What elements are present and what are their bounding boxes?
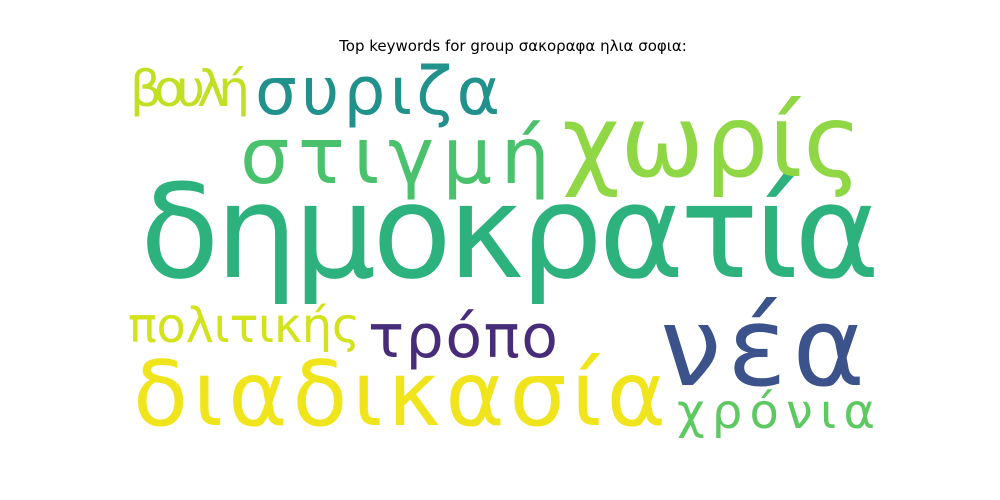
- word-3: χωρίς: [562, 83, 862, 200]
- word-7: τρόπο: [368, 302, 558, 372]
- chart-title: Top keywords for group σακοραφα ηλια σοφ…: [339, 37, 687, 55]
- word-6: συριζα: [255, 53, 500, 130]
- word-4: διαδικασία: [133, 342, 666, 447]
- word-10: βουλή: [130, 60, 250, 118]
- word-8: πολιτικής: [128, 298, 360, 354]
- word-1: δημοκρατία: [140, 156, 880, 308]
- word-2: νέα: [660, 283, 865, 411]
